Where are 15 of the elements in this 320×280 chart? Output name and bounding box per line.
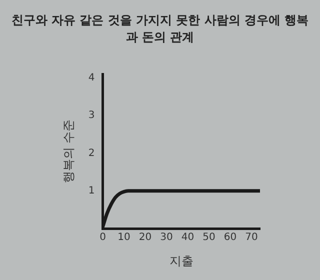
x-tick-label: 50 [202, 232, 216, 244]
x-tick-label: 20 [138, 232, 152, 244]
x-tick-label: 60 [224, 232, 237, 244]
x-axis-title: 지출 [169, 254, 194, 268]
y-tick-label: 4 [88, 72, 95, 84]
y-tick-label: 2 [88, 148, 95, 159]
x-tick-label: 10 [118, 232, 130, 244]
y-axis-title: 행복의 수준 [61, 119, 76, 184]
x-tick-label: 0 [100, 232, 106, 244]
x-tick-label: 70 [245, 232, 258, 244]
x-tick-label: 40 [181, 232, 194, 244]
y-tick-label: 1 [88, 185, 95, 196]
y-tick-label: 3 [88, 110, 95, 122]
x-tick-label: 30 [160, 232, 173, 244]
chart-title: 친구와 자유 같은 것을 가지지 못한 사람의 경우에 행복과 돈의 관계 [10, 12, 310, 46]
